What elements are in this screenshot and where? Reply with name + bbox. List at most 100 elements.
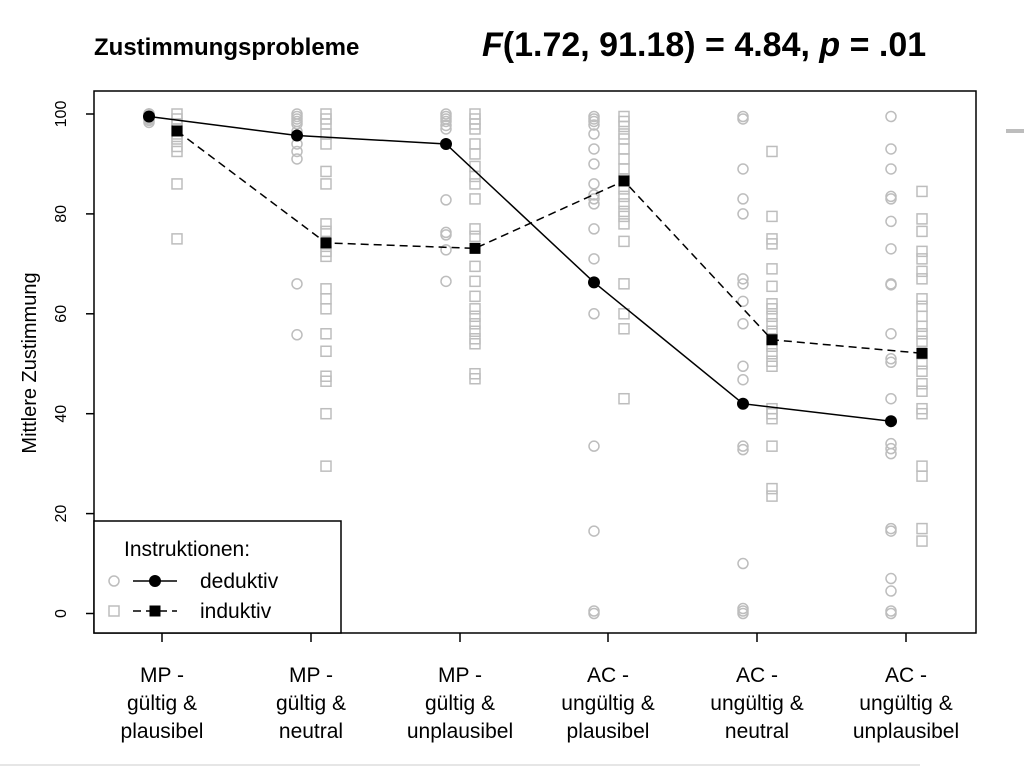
stat-f-symbol: F [482, 26, 504, 64]
raw-point-deduktiv [737, 440, 749, 452]
plot-box [93, 90, 977, 634]
raw-point-induktiv [916, 522, 928, 535]
raw-point-deduktiv [737, 163, 749, 175]
mean-point-deduktiv [588, 276, 600, 289]
raw-point-induktiv [469, 290, 481, 303]
raw-point-induktiv [916, 225, 928, 238]
raw-point-induktiv [469, 123, 481, 135]
raw-point-induktiv [916, 335, 928, 348]
raw-point-induktiv [766, 263, 778, 275]
raw-point-deduktiv [737, 273, 749, 285]
series-line-deduktiv [148, 115, 892, 422]
raw-point-deduktiv [588, 525, 600, 537]
stat-p-value: = .01 [840, 26, 926, 64]
raw-point-induktiv [320, 250, 332, 263]
raw-point-induktiv [766, 348, 778, 360]
raw-point-deduktiv [737, 318, 749, 330]
raw-point-induktiv [618, 198, 630, 210]
raw-point-induktiv [916, 320, 928, 333]
mean-point-deduktiv [440, 137, 452, 150]
raw-point-induktiv [766, 310, 778, 323]
raw-point-induktiv [916, 273, 928, 285]
raw-point-deduktiv [588, 119, 600, 131]
raw-point-deduktiv [737, 278, 749, 290]
raw-point-deduktiv [737, 607, 749, 620]
legend: Instruktionen: deduktiv induktiv [93, 520, 342, 634]
raw-point-deduktiv [588, 178, 600, 190]
x-tick-label-line: MP - [140, 664, 184, 687]
x-tick-label-line: AC - [587, 664, 629, 687]
mean-point-deduktiv [143, 110, 155, 123]
raw-point-deduktiv [885, 163, 897, 175]
raw-point-induktiv [320, 345, 332, 358]
raw-point-induktiv [916, 385, 928, 397]
x-tick-label-line: MP - [289, 664, 333, 687]
raw-point-induktiv [618, 120, 630, 133]
x-tick-label-line: MP - [438, 664, 482, 687]
raw-point-deduktiv [291, 329, 303, 341]
raw-point-induktiv [618, 235, 630, 248]
legend-title: Instruktionen: [124, 538, 250, 561]
chart-statistic: F(1.72, 91.18) = 4.84, p = .01 [482, 26, 926, 64]
raw-point-deduktiv [885, 143, 897, 155]
mean-point-induktiv [320, 237, 332, 249]
raw-point-induktiv [766, 490, 778, 502]
raw-point-deduktiv [588, 223, 600, 235]
raw-point-deduktiv [737, 193, 749, 205]
y-tick-label: 40 [53, 405, 70, 423]
raw-point-deduktiv [885, 525, 897, 537]
x-tick-label-line: ungültig & [859, 692, 952, 715]
raw-point-induktiv [320, 407, 332, 420]
x-tick-label-line: plausibel [121, 720, 204, 743]
raw-point-induktiv [916, 365, 928, 377]
raw-point-induktiv [320, 293, 332, 305]
x-tick-label: AC - ungültig & unplausibel [853, 664, 959, 743]
raw-point-induktiv [766, 318, 778, 330]
raw-point-induktiv [618, 278, 630, 290]
raw-point-induktiv [618, 308, 630, 320]
x-tick-label-line: gültig & [127, 692, 197, 715]
raw-point-induktiv [916, 310, 928, 323]
raw-point-induktiv [618, 218, 630, 230]
raw-point-induktiv [469, 193, 481, 205]
raw-point-induktiv [766, 280, 778, 293]
raw-point-deduktiv [737, 557, 749, 570]
mean-point-induktiv [469, 242, 481, 254]
raw-point-deduktiv [440, 123, 452, 135]
raw-point-deduktiv [737, 373, 749, 386]
stat-p-symbol: p [818, 26, 840, 64]
raw-point-induktiv [469, 303, 481, 315]
raw-point-induktiv [469, 148, 481, 160]
raw-point-induktiv [469, 138, 481, 150]
raw-point-deduktiv [588, 128, 600, 140]
raw-point-induktiv [766, 412, 778, 425]
legend-label-deduktiv: deduktiv [200, 570, 279, 593]
raw-point-deduktiv [737, 443, 749, 456]
raw-point-induktiv [320, 218, 332, 230]
legend-mean-marker [149, 605, 161, 617]
raw-point-induktiv [618, 143, 630, 155]
raw-point-deduktiv [737, 295, 749, 308]
edge-mark [1006, 129, 1024, 133]
raw-point-deduktiv [440, 244, 452, 256]
raw-point-induktiv [916, 460, 928, 472]
raw-point-induktiv [469, 260, 481, 273]
x-tick-label-line: neutral [279, 720, 343, 743]
x-tick-label: MP - gültig & unplausibel [407, 664, 513, 743]
raw-point-deduktiv [588, 198, 600, 210]
raw-point-induktiv [320, 375, 332, 387]
raw-point-deduktiv [291, 278, 303, 290]
raw-point-deduktiv [737, 360, 749, 372]
raw-point-induktiv [766, 303, 778, 315]
raw-point-deduktiv [885, 447, 897, 460]
raw-point-deduktiv [440, 229, 452, 241]
mean-point-deduktiv [885, 415, 897, 428]
raw-point-induktiv [618, 323, 630, 335]
raw-point-induktiv [618, 190, 630, 203]
raw-point-induktiv [469, 178, 481, 190]
raw-point-deduktiv [440, 119, 452, 132]
y-axis-label: Mittlere Zustimmung [19, 272, 41, 453]
x-tick-label-line: plausibel [567, 720, 650, 743]
raw-point-induktiv [618, 163, 630, 175]
raw-point-induktiv [320, 303, 332, 315]
